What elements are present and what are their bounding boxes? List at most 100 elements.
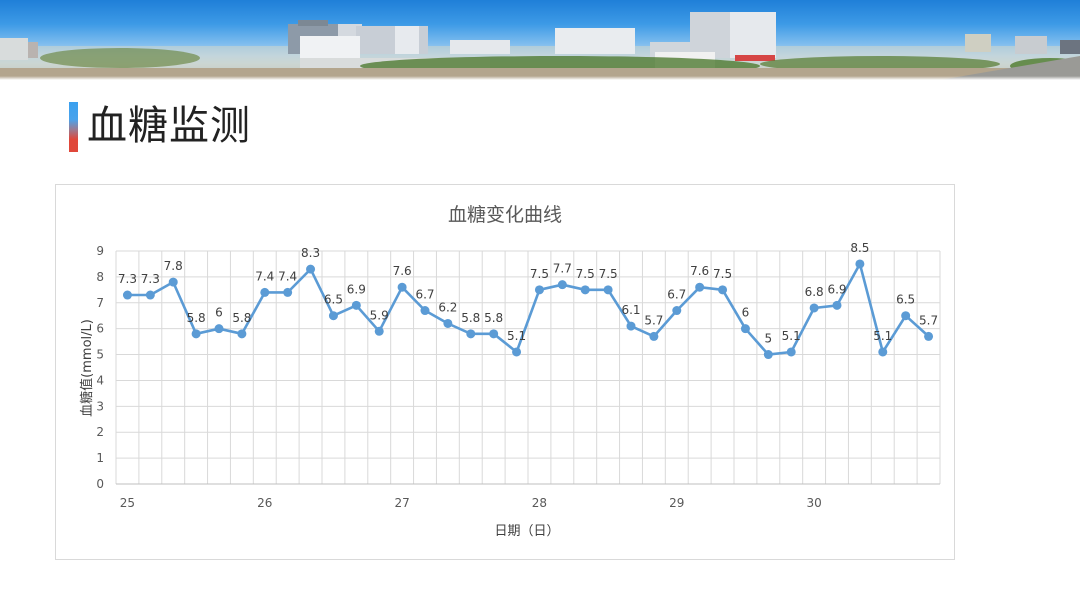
data-point — [695, 282, 705, 292]
x-tick-label: 27 — [394, 496, 409, 510]
header-banner-photo — [0, 0, 1080, 80]
data-point-label: 5 — [765, 332, 773, 346]
data-point — [306, 264, 316, 274]
data-point-label: 5.1 — [873, 329, 892, 343]
data-point-label: 6.1 — [621, 303, 640, 317]
data-point — [351, 300, 361, 310]
data-point-markers — [122, 259, 934, 360]
y-tick-label: 6 — [96, 322, 104, 336]
data-point — [924, 331, 934, 341]
data-point — [397, 282, 407, 292]
chart-title: 血糖变化曲线 — [447, 204, 562, 226]
x-tick-label: 26 — [257, 496, 272, 510]
data-point — [672, 306, 682, 316]
x-axis-ticks: 25 26 27 28 29 30 — [120, 496, 822, 510]
data-point-label: 6.7 — [667, 288, 686, 302]
data-point — [557, 280, 567, 290]
data-point — [603, 285, 613, 295]
y-tick-label: 3 — [96, 399, 104, 413]
y-tick-label: 9 — [96, 244, 104, 258]
data-point-label: 5.8 — [484, 311, 503, 325]
data-point-label: 5.1 — [782, 329, 801, 343]
blood-glucose-line — [127, 262, 930, 356]
x-tick-label: 30 — [806, 496, 821, 510]
data-point-label: 8.3 — [301, 246, 320, 260]
data-point-label: 6.2 — [438, 300, 457, 314]
data-point-label: 7.7 — [553, 262, 572, 276]
data-point — [420, 306, 430, 316]
data-point-label: 7.5 — [599, 267, 618, 281]
data-point-label: 6.5 — [324, 293, 343, 307]
data-point — [878, 347, 888, 357]
data-point-label: 7.4 — [278, 269, 297, 283]
data-point — [145, 290, 155, 300]
data-point-label: 5.8 — [232, 311, 251, 325]
y-axis-title: 血糖值(mmol/L) — [79, 319, 95, 417]
data-point-label: 6.5 — [896, 293, 915, 307]
data-point — [740, 324, 750, 334]
data-point-label: 6 — [215, 306, 223, 320]
data-point — [122, 290, 132, 300]
data-point — [855, 259, 865, 269]
banner-fade — [0, 76, 1080, 80]
chart-container — [55, 184, 955, 560]
data-point-label: 6.9 — [347, 282, 366, 296]
data-point-label: 7.4 — [255, 269, 274, 283]
y-axis-ticks: 0 1 2 3 4 5 6 7 8 9 — [96, 244, 104, 491]
x-tick-label: 29 — [669, 496, 684, 510]
heading-accent-bar — [69, 102, 78, 152]
data-point — [191, 329, 201, 339]
data-point — [214, 324, 224, 334]
data-point — [237, 329, 247, 339]
data-point-label: 5.8 — [461, 311, 480, 325]
x-tick-label: 28 — [532, 496, 547, 510]
x-axis-title: 日期（日） — [494, 524, 559, 539]
data-point-label: 5.1 — [507, 329, 526, 343]
data-point — [901, 311, 911, 321]
data-point — [626, 321, 636, 331]
data-point — [328, 311, 338, 321]
data-point — [374, 326, 384, 336]
y-tick-label: 8 — [96, 270, 104, 284]
data-point — [283, 287, 293, 297]
data-point-label: 7.5 — [530, 267, 549, 281]
data-point-label: 5.8 — [187, 311, 206, 325]
data-point — [832, 300, 842, 310]
data-point-label: 6.8 — [805, 285, 824, 299]
data-point-label: 6.9 — [827, 282, 846, 296]
data-point-label: 7.3 — [141, 272, 160, 286]
data-point-label: 6.7 — [415, 288, 434, 302]
y-tick-label: 1 — [96, 451, 104, 465]
data-point — [168, 277, 178, 287]
data-point-label: 7.5 — [576, 267, 595, 281]
data-point-label: 7.3 — [118, 272, 137, 286]
data-point — [786, 347, 796, 357]
y-tick-label: 7 — [96, 296, 104, 310]
data-point — [718, 285, 728, 295]
data-point-label: 7.8 — [164, 259, 183, 273]
data-point — [534, 285, 544, 295]
data-point-label: 5.7 — [644, 313, 663, 327]
y-tick-label: 4 — [96, 373, 104, 387]
y-tick-label: 5 — [96, 348, 104, 362]
data-point-label: 7.6 — [690, 264, 709, 278]
skyline-illustration — [0, 12, 1080, 80]
data-point — [649, 331, 659, 341]
page-title: 血糖监测 — [87, 103, 251, 149]
data-point — [580, 285, 590, 295]
data-labels: 7.3 7.37.85.8 6 5.87.4 7.48.36.56.95.97.66.7… — [118, 241, 938, 346]
data-point-label: 5.9 — [370, 308, 389, 322]
data-point-label: 7.6 — [393, 264, 412, 278]
x-tick-label: 25 — [120, 496, 135, 510]
data-point-label: 8.5 — [850, 241, 869, 255]
data-point-label: 6 — [742, 306, 750, 320]
data-point — [809, 303, 819, 313]
data-point — [763, 350, 773, 360]
data-point — [489, 329, 499, 339]
data-point-label: 7.5 — [713, 267, 732, 281]
data-point — [260, 287, 270, 297]
y-tick-label: 2 — [96, 425, 104, 439]
data-point — [512, 347, 522, 357]
data-point — [443, 318, 453, 328]
